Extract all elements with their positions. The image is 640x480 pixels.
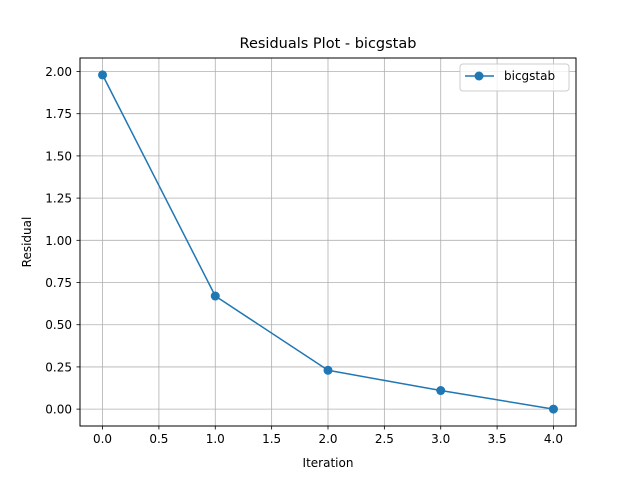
y-axis-label: Residual — [20, 217, 34, 268]
x-tick-label: 3.5 — [488, 432, 507, 446]
chart-title: Residuals Plot - bicgstab — [240, 36, 417, 52]
y-tick-label: 1.75 — [45, 107, 72, 121]
legend-series-label: bicgstab — [504, 69, 555, 83]
y-tick-label: 1.00 — [45, 234, 72, 248]
data-point — [323, 365, 333, 375]
legend-series-marker — [474, 71, 484, 81]
x-tick-label: 2.0 — [318, 432, 337, 446]
x-tick-label: 1.0 — [206, 432, 225, 446]
y-tick-label: 0.00 — [45, 403, 72, 417]
x-tick-label: 3.0 — [431, 432, 450, 446]
series-layer — [98, 70, 558, 414]
data-point — [210, 291, 220, 301]
y-tick-label: 1.25 — [45, 192, 72, 206]
data-point — [436, 386, 446, 396]
legend: bicgstab — [459, 63, 570, 92]
y-tick-label: 2.00 — [45, 65, 72, 79]
x-tick-label: 1.5 — [262, 432, 281, 446]
data-point — [98, 70, 108, 80]
x-tick-label: 2.5 — [375, 432, 394, 446]
y-tick-label: 1.50 — [45, 149, 72, 163]
plot-frame — [79, 57, 577, 427]
x-tick-label: 4.0 — [544, 432, 563, 446]
x-axis-label: Iteration — [303, 456, 354, 470]
y-tick-label: 0.50 — [45, 318, 72, 332]
legend-box — [459, 63, 570, 92]
y-tick-label: 0.25 — [45, 360, 72, 374]
y-tick-label: 0.75 — [45, 276, 72, 290]
x-tick-label: 0.0 — [93, 432, 112, 446]
y-axis-ticks: 0.00 0.25 0.50 0.75 1.00 1.25 1.50 1.75 2.00 — [45, 65, 80, 417]
x-tick-label: 0.5 — [149, 432, 168, 446]
data-point — [548, 404, 558, 414]
x-axis-ticks: 0.0 0.5 1.0 1.5 2.0 2.5 3.0 3.5 4.0 — [93, 426, 563, 446]
